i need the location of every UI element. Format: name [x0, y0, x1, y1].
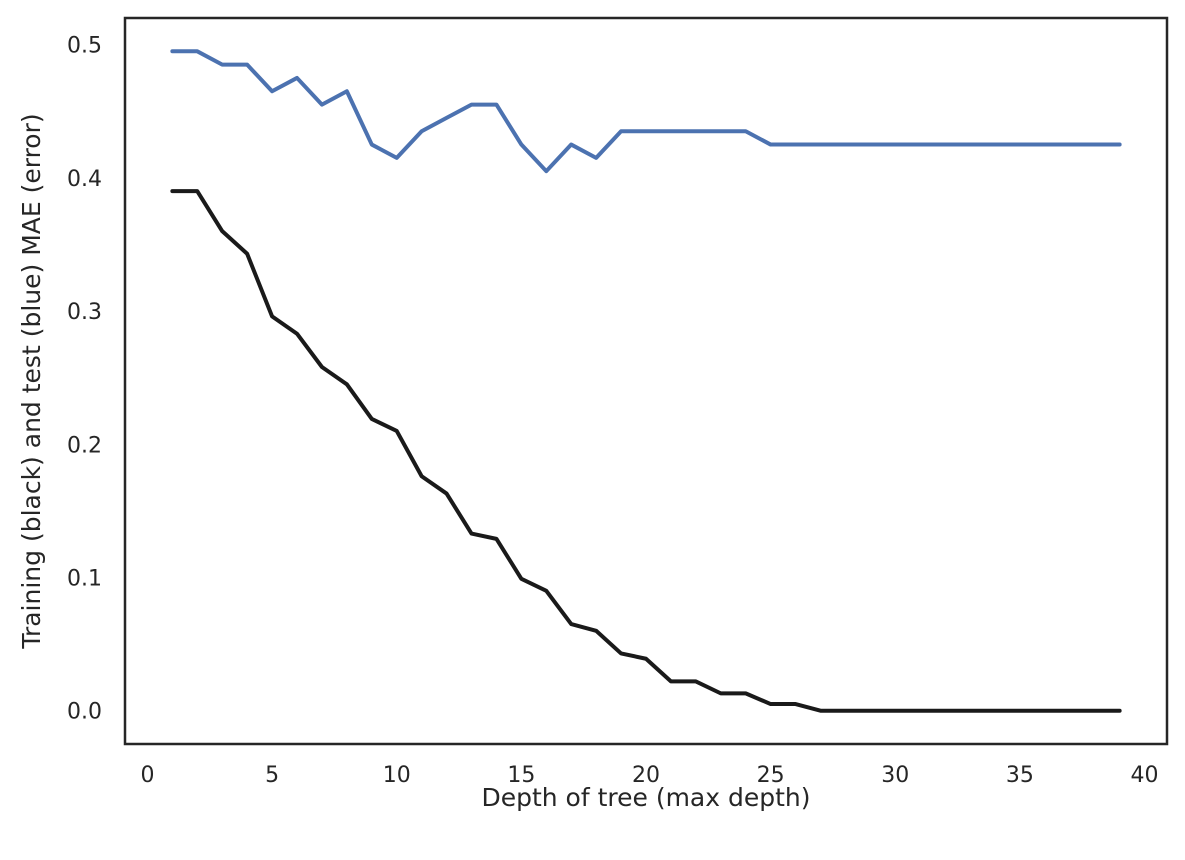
series-layer — [170, 49, 1122, 713]
y-tick-label: 0.1 — [67, 566, 102, 591]
x-tick-label: 10 — [383, 763, 411, 788]
y-axis-ticks: 0.0 0.1 0.2 0.3 0.4 0.5 — [67, 34, 102, 725]
x-tick-label: 30 — [881, 763, 909, 788]
x-tick-label: 15 — [507, 763, 535, 788]
series-line-0 — [170, 49, 1122, 174]
x-tick-label: 20 — [632, 763, 660, 788]
x-tick-label: 35 — [1006, 763, 1034, 788]
y-tick-label: 0.3 — [67, 300, 102, 325]
plot-frame — [123, 16, 1169, 746]
x-tick-label: 25 — [757, 763, 785, 788]
y-tick-label: 0.2 — [67, 433, 102, 458]
y-tick-label: 0.5 — [67, 34, 102, 59]
series-line-1 — [170, 189, 1122, 713]
y-axis-label: Training (black) and test (blue) MAE (er… — [17, 113, 46, 649]
x-tick-label: 40 — [1131, 763, 1159, 788]
y-tick-label: 0.0 — [67, 700, 102, 725]
x-axis-label: Depth of tree (max depth) — [481, 783, 810, 812]
x-tick-label: 5 — [265, 763, 279, 788]
y-tick-label: 0.4 — [67, 167, 102, 192]
x-axis-ticks: 0 5 10 15 20 25 30 35 40 — [140, 763, 1158, 788]
x-tick-label: 0 — [140, 763, 154, 788]
